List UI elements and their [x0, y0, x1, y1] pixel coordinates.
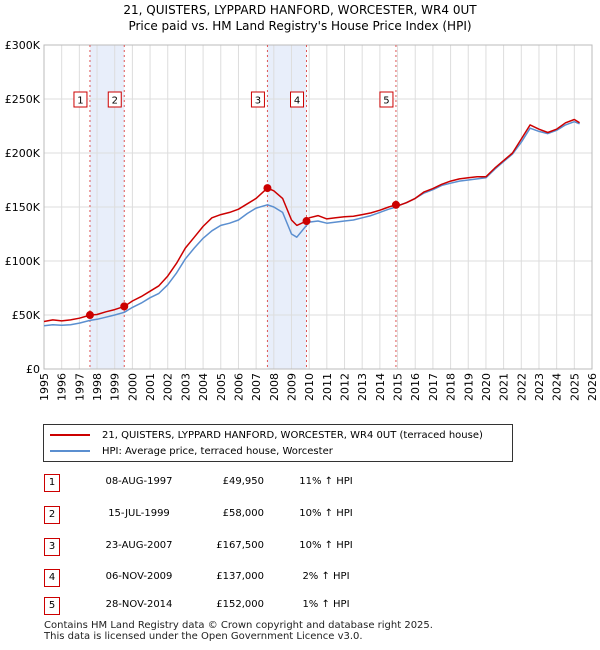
transaction-hpi: 1% ↑ HPI [302, 599, 350, 610]
x-tick-label: 2015 [392, 373, 405, 401]
x-tick-label: 2004 [197, 373, 210, 401]
sale-label-border [107, 91, 122, 108]
y-tick-label: £0 [26, 363, 40, 376]
sale-label-box: 3 [250, 91, 265, 108]
transaction-date: 06-NOV-2009 [105, 571, 173, 582]
y-tick-label: £150K [5, 201, 41, 214]
sale-point [120, 302, 129, 311]
chart-title: 21, QUISTERS, LYPPARD HANFORD, WORCESTER… [123, 3, 477, 17]
x-tick-label: 1997 [73, 373, 86, 401]
sale-label-border [379, 91, 394, 108]
legend: 21, QUISTERS, LYPPARD HANFORD, WORCESTER… [43, 424, 513, 462]
sale-label-box: 2 [107, 91, 122, 108]
legend-label-property: 21, QUISTERS, LYPPARD HANFORD, WORCESTER… [102, 429, 483, 441]
transaction-date: 28-NOV-2014 [105, 599, 173, 610]
x-tick-label: 2003 [179, 373, 192, 401]
x-tick-label: 2014 [374, 373, 387, 401]
sale-label-text: 1 [77, 96, 83, 107]
sale-point [391, 200, 400, 209]
sale-point [302, 217, 311, 226]
x-tick-label: 2009 [285, 373, 298, 401]
y-tick-label: £200K [5, 147, 41, 160]
transaction-number: 3 [44, 538, 60, 556]
sale-label-box: 4 [290, 91, 305, 108]
x-tick-label: 2021 [498, 373, 511, 401]
x-tick-label: 1998 [91, 373, 104, 401]
footer-licence: This data is licensed under the Open Gov… [44, 631, 363, 642]
x-tick-label: 1999 [109, 373, 122, 401]
y-tick-label: £100K [5, 255, 41, 268]
x-tick-label: 2013 [356, 373, 369, 401]
x-tick-label: 2018 [445, 373, 458, 401]
transaction-price: £49,950 [222, 476, 264, 487]
y-tick-label: £250K [5, 93, 41, 106]
transaction-date: 15-JUL-1999 [108, 508, 170, 519]
legend-swatch-hpi [50, 450, 90, 452]
sale-label-border [73, 91, 88, 108]
x-tick-label: 2022 [515, 373, 528, 401]
hpi-line [43, 120, 580, 327]
x-tick-label: 2019 [462, 373, 475, 401]
transaction-hpi: 10% ↑ HPI [299, 508, 353, 519]
x-tick-label: 1995 [38, 373, 51, 401]
x-tick-label: 2005 [215, 373, 228, 401]
transaction-price: £167,500 [216, 540, 264, 551]
transaction-hpi: 2% ↑ HPI [302, 571, 350, 582]
plot-frame [43, 44, 593, 370]
sale-label-text: 3 [255, 96, 261, 107]
legend-item-property: 21, QUISTERS, LYPPARD HANFORD, WORCESTER… [50, 427, 483, 443]
x-tick-label: 2012 [339, 373, 352, 401]
transaction-number: 2 [44, 506, 60, 524]
price-chart: £0 £50K £100K £150K £200K £250K £300K 1995 1996 1… [5, 39, 599, 401]
transaction-hpi: 10% ↑ HPI [299, 540, 353, 551]
x-tick-label: 2000 [126, 373, 139, 401]
sale-label-text: 4 [294, 96, 300, 107]
chart-subtitle: Price paid vs. HM Land Registry's House … [128, 19, 472, 33]
sale-label-box: 5 [379, 91, 394, 108]
x-tick-label: 2008 [268, 373, 281, 401]
transaction-number: 5 [44, 597, 60, 615]
y-tick-label: £50K [12, 309, 41, 322]
sale-point [263, 184, 272, 193]
transaction-number: 1 [44, 474, 60, 492]
y-tick-label: £300K [5, 39, 41, 52]
footer-copyright: Contains HM Land Registry data © Crown c… [44, 620, 433, 631]
transaction-price: £58,000 [222, 508, 264, 519]
x-tick-label: 2001 [144, 373, 157, 401]
x-tick-label: 2011 [321, 373, 334, 401]
sale-label-box: 1 [73, 91, 88, 108]
transaction-date: 08-AUG-1997 [105, 476, 173, 487]
x-tick-label: 2023 [533, 373, 546, 401]
x-tick-label: 2006 [232, 373, 245, 401]
sale-label-text: 2 [112, 96, 118, 107]
x-tick-label: 2002 [162, 373, 175, 401]
property-price-line [43, 118, 580, 323]
legend-label-hpi: HPI: Average price, terraced house, Worc… [102, 445, 333, 457]
x-tick-label: 1996 [56, 373, 69, 401]
transaction-price: £137,000 [216, 571, 264, 582]
x-tick-label: 2016 [409, 373, 422, 401]
sale-point [85, 311, 94, 320]
legend-swatch-property [50, 434, 90, 436]
x-tick-label: 2017 [427, 373, 440, 401]
sale-label-text: 5 [383, 96, 389, 107]
transaction-price: £152,000 [216, 599, 264, 610]
sale-label-border [290, 91, 305, 108]
sale-label-border [250, 91, 265, 108]
x-tick-label: 2020 [480, 373, 493, 401]
legend-item-hpi: HPI: Average price, terraced house, Worc… [50, 443, 333, 459]
x-tick-label: 2007 [250, 373, 263, 401]
x-tick-label: 2026 [586, 373, 599, 401]
transaction-date: 23-AUG-2007 [105, 540, 173, 551]
x-tick-label: 2024 [551, 373, 564, 401]
x-tick-label: 2025 [568, 373, 581, 401]
transaction-hpi: 11% ↑ HPI [299, 476, 353, 487]
transaction-number: 4 [44, 569, 60, 587]
x-tick-label: 2010 [303, 373, 316, 401]
